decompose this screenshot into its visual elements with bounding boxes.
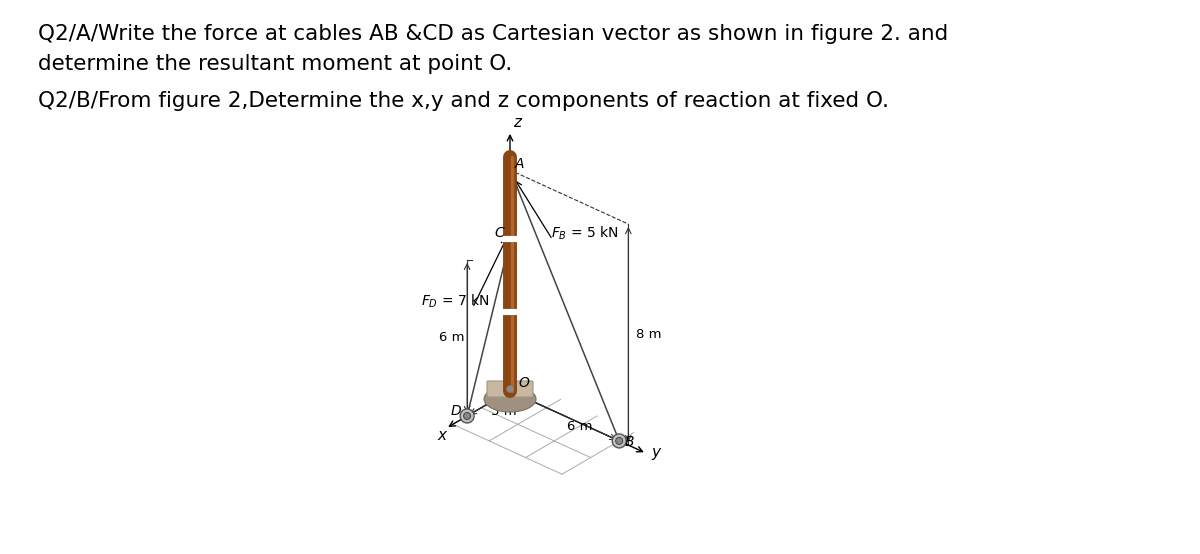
Text: x: x [438, 428, 446, 443]
Text: 8 m: 8 m [636, 328, 662, 341]
Text: 6 m: 6 m [439, 331, 464, 345]
Text: $F_D$ = 7 kN: $F_D$ = 7 kN [420, 293, 490, 310]
Text: A: A [515, 157, 524, 171]
Text: Q2/A/Write the force at cables AB &CD as Cartesian vector as shown in figure 2. : Q2/A/Write the force at cables AB &CD as… [38, 24, 948, 44]
Text: $F_B$ = 5 kN: $F_B$ = 5 kN [551, 225, 618, 242]
Text: 3 m: 3 m [491, 406, 516, 418]
Text: 2 m: 2 m [499, 381, 524, 394]
Circle shape [616, 438, 623, 444]
Circle shape [612, 434, 626, 448]
Ellipse shape [484, 386, 536, 412]
Text: Q2/B/From figure 2,Determine the x,y and z components of reaction at fixed O.: Q2/B/From figure 2,Determine the x,y and… [38, 91, 889, 111]
FancyBboxPatch shape [487, 381, 533, 397]
Circle shape [460, 409, 474, 423]
Text: 6 m: 6 m [566, 420, 592, 433]
Text: determine the resultant moment at point O.: determine the resultant moment at point … [38, 54, 512, 74]
Text: C: C [494, 226, 504, 240]
Text: B: B [624, 435, 634, 449]
Text: y: y [652, 445, 660, 460]
Text: z: z [514, 115, 521, 130]
Circle shape [508, 386, 514, 392]
Text: D: D [451, 404, 462, 418]
Circle shape [463, 413, 470, 419]
Text: O: O [518, 376, 529, 390]
